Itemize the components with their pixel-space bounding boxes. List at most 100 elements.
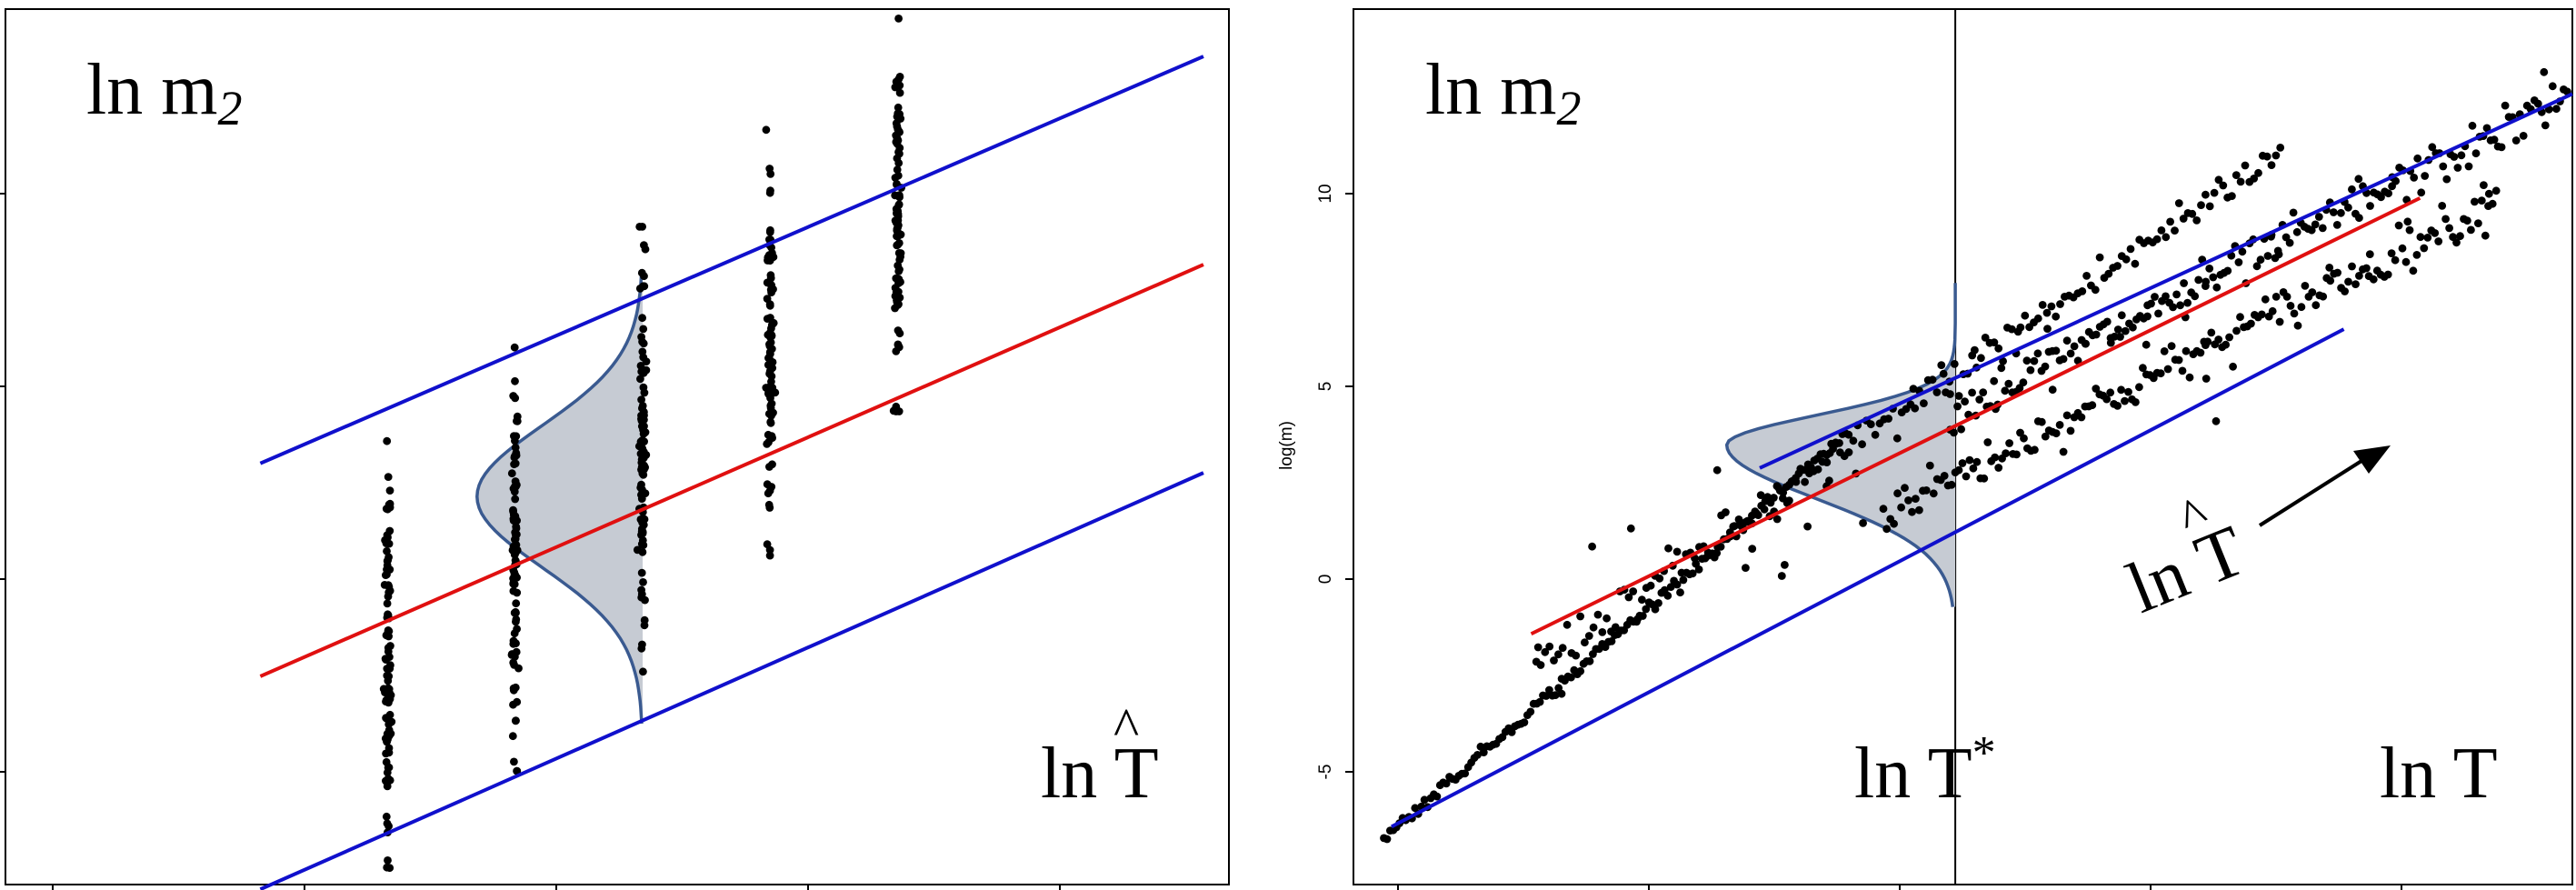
data-point — [894, 125, 903, 134]
data-point — [511, 477, 520, 485]
data-point — [2453, 164, 2462, 172]
left-corner-label: ln m2 — [86, 50, 242, 135]
data-point — [2314, 213, 2323, 221]
data-point — [1581, 638, 1589, 647]
data-point — [2333, 268, 2342, 277]
data-point — [894, 210, 903, 218]
data-point — [509, 658, 518, 667]
data-point — [2007, 325, 2016, 334]
data-point — [1712, 465, 1722, 475]
data-point — [2401, 257, 2411, 266]
data-point — [2344, 277, 2352, 286]
data-point — [2212, 416, 2221, 425]
data-point — [1832, 438, 1840, 447]
density-curve — [1724, 283, 1957, 607]
regression-line — [259, 263, 1204, 678]
data-point — [765, 279, 774, 287]
data-point — [1939, 369, 1948, 378]
data-point — [764, 256, 772, 265]
data-point — [2276, 144, 2285, 152]
data-point — [383, 768, 392, 777]
upper_band-line — [1759, 92, 2573, 470]
data-point — [766, 170, 775, 178]
data-point — [2095, 253, 2104, 262]
data-point — [1576, 612, 1584, 621]
right-corner-label-sub: 2 — [1556, 81, 1581, 135]
data-point — [1507, 728, 1516, 736]
data-point — [766, 417, 775, 426]
data-point — [2179, 215, 2188, 223]
data-point — [2091, 285, 2100, 295]
data-point — [1672, 547, 1682, 556]
right-corner-label: ln m2 — [1425, 50, 1581, 135]
data-point — [383, 599, 392, 608]
data-point — [2311, 220, 2320, 229]
data-point — [1756, 491, 1765, 499]
data-point — [2022, 356, 2032, 365]
data-point — [637, 422, 646, 431]
data-point — [1785, 496, 1793, 505]
data-point — [2519, 132, 2528, 140]
data-point — [2052, 429, 2061, 438]
data-point — [1915, 505, 1923, 515]
data-point — [510, 568, 519, 576]
data-point — [385, 710, 394, 719]
data-point — [894, 159, 904, 167]
data-point — [2104, 269, 2113, 278]
data-point — [2214, 335, 2223, 344]
data-point — [894, 15, 903, 23]
data-point — [2355, 214, 2363, 223]
data-point — [1420, 795, 1429, 805]
data-point — [765, 463, 774, 471]
data-point — [1803, 522, 1812, 531]
data-point — [2252, 262, 2261, 271]
data-point — [512, 548, 520, 556]
data-point — [1866, 420, 1875, 429]
data-point — [2344, 203, 2352, 212]
data-point — [1633, 615, 1642, 624]
data-point — [2205, 202, 2214, 211]
data-point — [1922, 486, 1931, 495]
data-point — [2438, 202, 2447, 210]
lower_band-line — [259, 471, 1204, 890]
left-density-curve — [475, 269, 644, 725]
data-point — [2275, 317, 2284, 326]
data-point — [1598, 628, 1607, 636]
data-point — [2117, 385, 2126, 395]
data-point — [2326, 276, 2335, 285]
data-point — [2031, 445, 2039, 455]
data-point — [2077, 413, 2086, 422]
data-point — [2268, 306, 2277, 315]
data-point — [2157, 226, 2166, 235]
data-point — [2185, 373, 2194, 382]
data-point — [513, 530, 521, 539]
data-point — [384, 698, 393, 707]
data-point — [1638, 595, 1646, 605]
data-point — [2126, 245, 2135, 254]
data-point — [2365, 250, 2374, 258]
data-point — [767, 288, 775, 297]
data-point — [2329, 208, 2338, 216]
data-point — [2122, 255, 2131, 264]
data-point — [511, 607, 520, 616]
left-plot-frame — [5, 8, 1230, 885]
data-point — [1611, 623, 1620, 632]
data-point — [638, 337, 646, 346]
data-point — [2059, 355, 2068, 364]
data-point — [2533, 99, 2542, 108]
data-point — [385, 864, 394, 873]
data-point — [2059, 447, 2068, 456]
data-point — [2082, 339, 2091, 348]
data-point — [636, 362, 645, 370]
data-point — [1554, 650, 1563, 659]
data-point — [1716, 543, 1725, 551]
data-point — [510, 487, 519, 496]
data-point — [2191, 292, 2200, 301]
data-point — [2174, 355, 2183, 365]
data-point — [2337, 208, 2345, 217]
data-point — [1607, 637, 1616, 645]
data-point — [639, 368, 648, 377]
data-point — [1567, 673, 1575, 682]
data-point — [2254, 168, 2262, 177]
data-point — [512, 599, 521, 608]
